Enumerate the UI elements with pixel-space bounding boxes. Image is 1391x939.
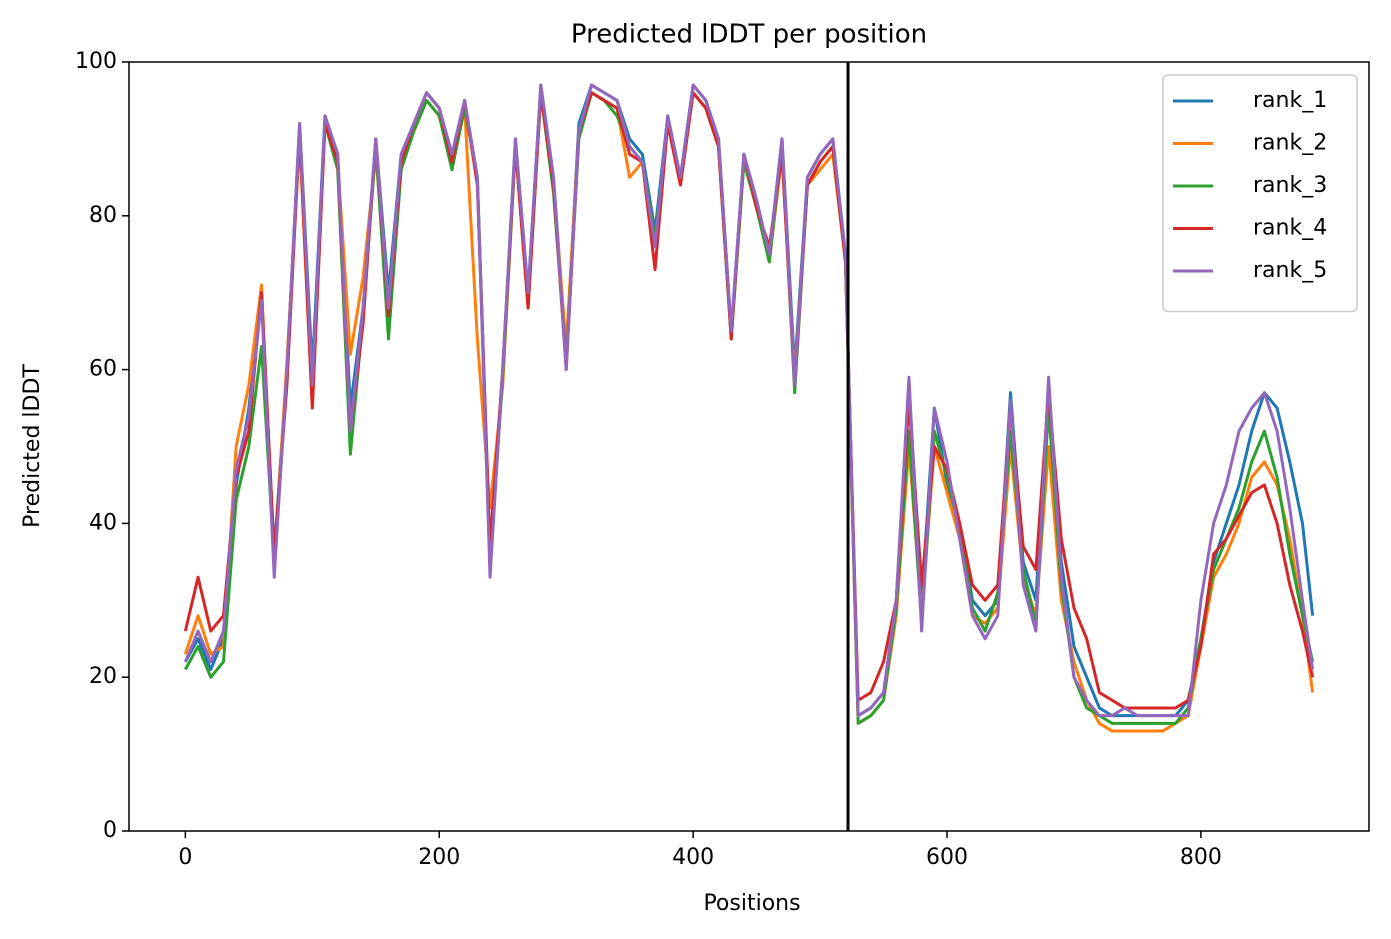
- y-tick-label: 60: [89, 357, 117, 382]
- y-tick-label: 80: [89, 203, 117, 228]
- chart-title: Predicted lDDT per position: [571, 20, 927, 50]
- legend-label: rank_3: [1253, 173, 1327, 198]
- legend-label: rank_5: [1253, 258, 1327, 283]
- x-tick-label: 400: [672, 845, 714, 870]
- legend-label: rank_4: [1253, 216, 1327, 241]
- legend-label: rank_2: [1253, 131, 1327, 156]
- x-axis-label: Positions: [703, 891, 800, 916]
- x-tick-label: 800: [1180, 845, 1222, 870]
- x-tick-label: 0: [178, 845, 192, 870]
- x-tick-label: 200: [418, 845, 460, 870]
- y-tick-label: 100: [75, 49, 117, 74]
- legend-label: rank_1: [1253, 88, 1327, 113]
- y-tick-label: 40: [89, 510, 117, 535]
- y-axis-label: Predicted lDDT: [20, 364, 45, 528]
- y-tick-label: 0: [103, 818, 117, 843]
- plot-frame: [128, 61, 1370, 832]
- legend-box: [1162, 74, 1358, 313]
- series-line: [183, 83, 1315, 718]
- y-tick-label: 20: [89, 664, 117, 689]
- x-tick-label: 600: [926, 845, 968, 870]
